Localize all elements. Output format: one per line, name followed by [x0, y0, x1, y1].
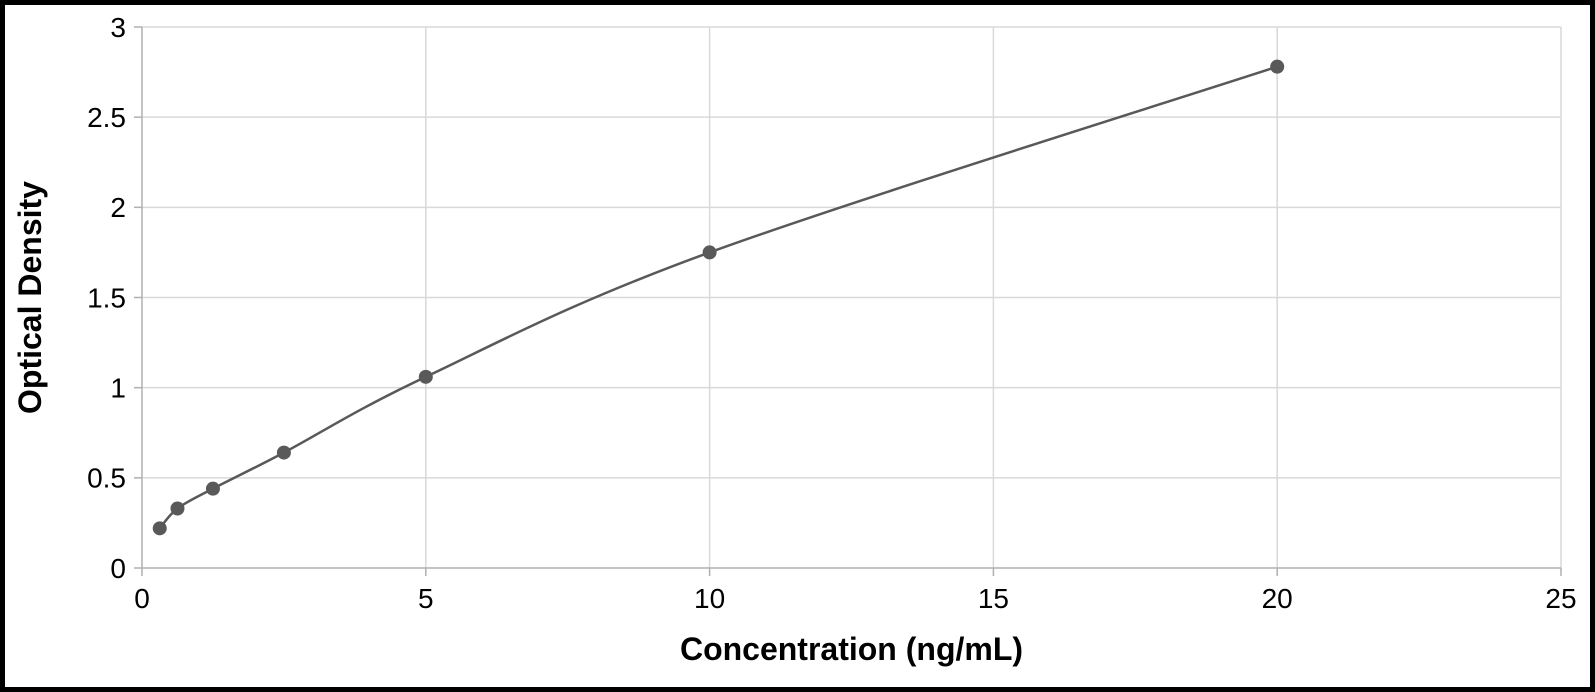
data-point — [1270, 60, 1284, 74]
y-tick-label: 1 — [110, 372, 126, 403]
y-axis-title: Optical Density — [12, 181, 48, 414]
y-tick-label: 0 — [110, 553, 126, 584]
x-tick-label: 15 — [978, 583, 1009, 614]
y-tick-label: 3 — [110, 12, 126, 43]
data-point — [153, 521, 167, 535]
x-tick-label: 25 — [1545, 583, 1576, 614]
y-tick-label: 0.5 — [87, 463, 126, 494]
data-point — [419, 370, 433, 384]
y-tick-label: 1.5 — [87, 282, 126, 313]
x-axis-title: Concentration (ng/mL) — [680, 631, 1023, 667]
x-tick-label: 10 — [694, 583, 725, 614]
data-point — [170, 501, 184, 515]
data-point — [206, 482, 220, 496]
chart-svg: 0 5 10 15 20 25 0 0.5 1 1.5 2 2.5 3 Concentration (ng… — [5, 5, 1590, 687]
x-tick-label: 5 — [418, 583, 434, 614]
chart-container: 0 5 10 15 20 25 0 0.5 1 1.5 2 2.5 3 Concentration (ng… — [0, 0, 1595, 692]
data-point — [703, 245, 717, 259]
y-tick-label: 2.5 — [87, 102, 126, 133]
x-tick-label: 20 — [1262, 583, 1293, 614]
y-tick-label: 2 — [110, 192, 126, 223]
x-tick-label: 0 — [134, 583, 150, 614]
data-point — [277, 446, 291, 460]
